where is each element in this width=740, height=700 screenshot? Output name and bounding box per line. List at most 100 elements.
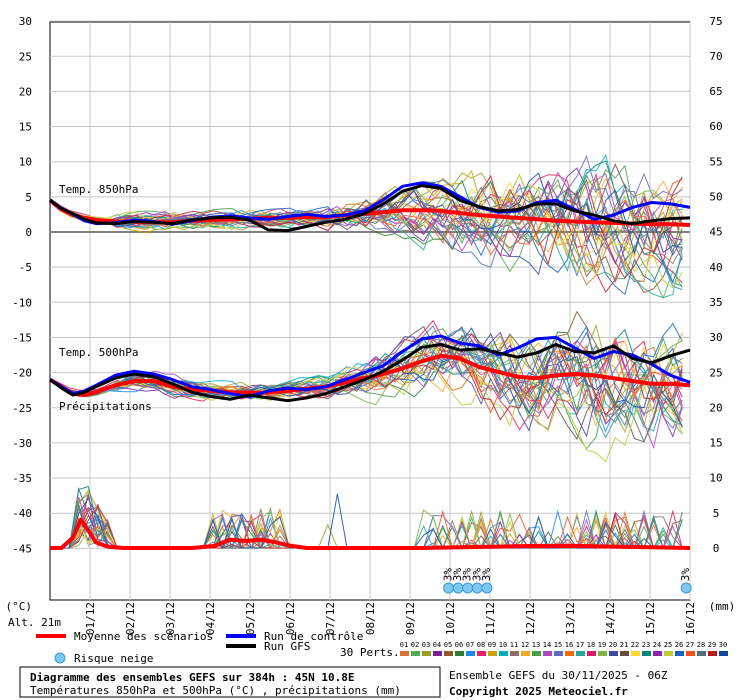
snowflake-icon <box>680 582 692 594</box>
snow-risk-label: 3% <box>480 568 493 582</box>
x-tick-label: 03/12 <box>164 602 177 635</box>
left-tick-label: -15 <box>12 331 32 344</box>
right-tick-label: 45 <box>709 226 722 239</box>
pert-number-label: 22 <box>631 641 639 649</box>
legend-mean-label: Moyenne des scénarios <box>74 630 213 643</box>
title-box <box>19 666 441 698</box>
right-tick-label: 15 <box>709 437 722 450</box>
right-tick-label: 25 <box>709 366 722 379</box>
snow-risk-label: 3% <box>470 568 483 582</box>
pert-number-label: 04 <box>433 641 441 649</box>
left-tick-label: 30 <box>19 15 32 28</box>
snow-risk-label: 3% <box>679 568 692 582</box>
pert-number-label: 14 <box>543 641 551 649</box>
legend-snowflake-icon <box>54 652 66 664</box>
altitude-label: Alt. 21m <box>8 616 61 629</box>
left-tick-label: -45 <box>12 542 32 555</box>
chart-subtitle: Températures 850hPa et 500hPa (°C) , pré… <box>30 684 401 697</box>
left-tick-label: -5 <box>19 261 32 274</box>
copyright: Copyright 2025 Meteociel.fr <box>449 685 628 698</box>
right-tick-label: 60 <box>709 120 722 133</box>
right-tick-label: 70 <box>709 50 722 63</box>
x-tick-label: 10/12 <box>444 602 457 635</box>
legend-gfs-label: Run GFS <box>264 640 310 653</box>
snow-risk-label: 3% <box>442 568 455 582</box>
mean-line-precip <box>50 517 691 550</box>
pert-color-swatch <box>510 651 519 656</box>
pert-color-swatch <box>477 651 486 656</box>
pert-number-label: 29 <box>708 641 716 649</box>
legend-perts-label: 30 Perts. <box>340 646 400 659</box>
snowflake-icon <box>462 582 474 594</box>
pert-color-swatch <box>697 651 706 656</box>
pert-color-swatch <box>554 651 563 656</box>
pert-number-label: 26 <box>675 641 683 649</box>
pert-number-label: 21 <box>620 641 628 649</box>
pert-color-swatch <box>620 651 629 656</box>
pert-line-t850 <box>49 182 683 258</box>
x-tick-label: 14/12 <box>604 602 617 635</box>
legend-snow-label: Risque neige <box>74 652 153 665</box>
x-tick-label: 11/12 <box>484 602 497 635</box>
pert-number-label: 28 <box>697 641 705 649</box>
pert-color-swatch <box>455 651 464 656</box>
pert-color-swatch <box>433 651 442 656</box>
pert-number-label: 13 <box>532 641 540 649</box>
pert-number-label: 06 <box>455 641 463 649</box>
gfs-line-t850 <box>49 184 691 233</box>
pert-color-swatch <box>708 651 717 656</box>
snowflake-icon <box>443 582 455 594</box>
pert-line-t850 <box>49 184 683 289</box>
x-tick-label: 15/12 <box>644 602 657 635</box>
pert-color-swatch <box>444 651 453 656</box>
pert-color-swatch <box>609 651 618 656</box>
chart-title: Diagramme des ensembles GEFS sur 384h : … <box>30 671 355 684</box>
pert-color-swatch <box>598 651 607 656</box>
pert-line-t500 <box>49 322 683 406</box>
right-tick-label: 65 <box>709 85 722 98</box>
pert-color-swatch <box>587 651 596 656</box>
pert-number-label: 15 <box>554 641 562 649</box>
pert-number-label: 30 <box>719 641 727 649</box>
right-tick-label: 20 <box>709 401 722 414</box>
pert-number-label: 11 <box>510 641 518 649</box>
left-tick-label: 25 <box>19 50 32 63</box>
pert-color-swatch <box>521 651 530 656</box>
panel-label-t850: Temp. 850hPa <box>59 183 138 196</box>
snowflake-icon <box>471 582 483 594</box>
right-tick-label: 40 <box>709 261 722 274</box>
gfs-line-t500 <box>49 343 691 403</box>
right-tick-label: 10 <box>709 472 722 485</box>
left-tick-label: 20 <box>19 85 32 98</box>
pert-number-label: 03 <box>422 641 430 649</box>
pert-color-swatch <box>532 651 541 656</box>
pert-color-swatch <box>642 651 651 656</box>
x-tick-label: 08/12 <box>364 602 377 635</box>
pert-color-swatch <box>422 651 431 656</box>
x-tick-label: 06/12 <box>284 602 297 635</box>
x-tick-label: 01/12 <box>84 602 97 635</box>
pert-color-swatch <box>664 651 673 656</box>
pert-color-swatch <box>411 651 420 656</box>
control-line-t500 <box>49 334 691 398</box>
panel-label-precip: Précipitations <box>59 400 152 413</box>
pert-color-swatch <box>565 651 574 656</box>
pert-color-swatch <box>543 651 552 656</box>
left-tick-label: 10 <box>19 156 32 169</box>
pert-line-t500 <box>49 352 683 450</box>
pert-line-t850 <box>49 191 683 300</box>
snow-risk-label: 3% <box>461 568 474 582</box>
pert-number-label: 07 <box>466 641 474 649</box>
pert-color-swatch <box>686 651 695 656</box>
snowflake-icon <box>481 582 493 594</box>
x-tick-label: 04/12 <box>204 602 217 635</box>
pert-line-t850 <box>49 174 683 279</box>
pert-number-label: 17 <box>576 641 584 649</box>
run-info-text: Ensemble GEFS du 30/11/2025 - 06Z <box>449 669 668 682</box>
mean-line-t500 <box>48 353 691 398</box>
pert-number-label: 10 <box>499 641 507 649</box>
pert-color-swatch <box>719 651 728 656</box>
pert-number-label: 27 <box>686 641 694 649</box>
